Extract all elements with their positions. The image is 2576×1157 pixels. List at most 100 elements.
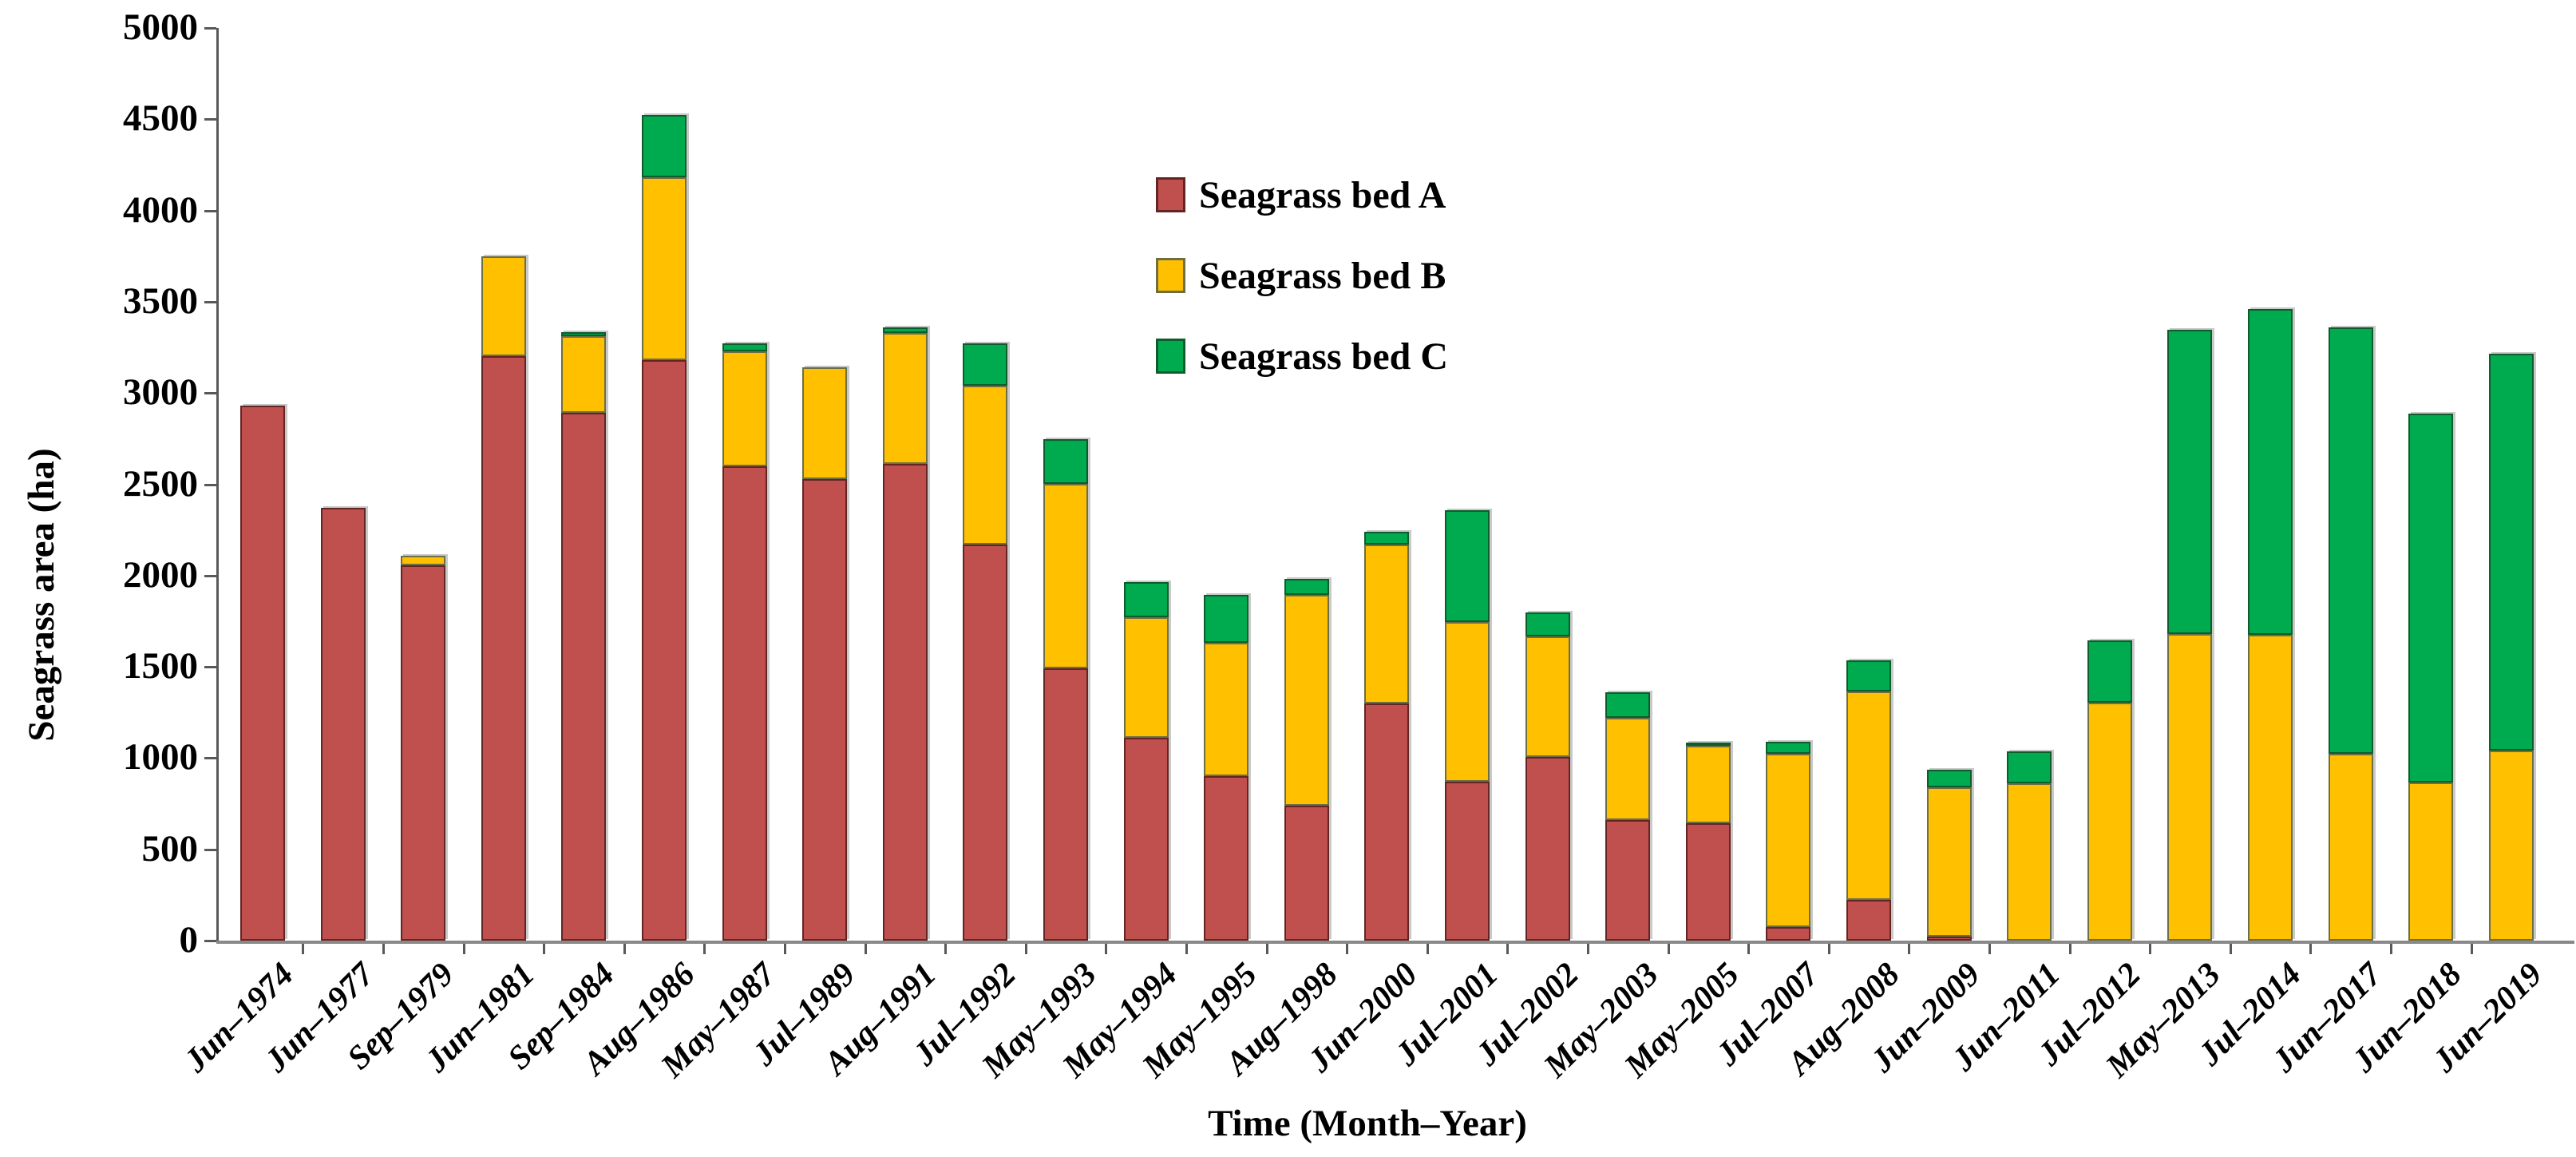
bar-segment-seagrass-bed-a xyxy=(1605,820,1651,941)
bar-segment-seagrass-bed-b xyxy=(2167,633,2213,941)
y-tick-label: 500 xyxy=(141,827,199,870)
legend-label-bed-c: Seagrass bed C xyxy=(1199,335,1449,378)
bar-segment-seagrass-bed-a xyxy=(401,565,446,941)
bar-segment-seagrass-bed-a xyxy=(802,478,848,941)
bar-segment-seagrass-bed-b xyxy=(1926,787,1972,937)
bar-Jun-2017 xyxy=(2328,327,2373,941)
bar-segment-seagrass-bed-c xyxy=(1926,770,1972,787)
y-axis-tick xyxy=(204,666,216,669)
x-axis-tick xyxy=(1024,944,1027,954)
bar-segment-seagrass-bed-c xyxy=(1284,579,1329,595)
x-axis-tick xyxy=(1105,944,1108,954)
bar-segment-seagrass-bed-c xyxy=(1846,660,1891,691)
bar-segment-seagrass-bed-c xyxy=(2408,414,2454,783)
bar-segment-seagrass-bed-a xyxy=(1364,703,1410,941)
bar-segment-seagrass-bed-b xyxy=(802,367,848,479)
bar-May-1987 xyxy=(722,343,767,941)
legend-item-bed-b: Seagrass bed B xyxy=(1156,250,1448,301)
x-axis-tick xyxy=(2068,944,2071,954)
legend-swatch-bed-c xyxy=(1156,339,1185,374)
y-tick-label: 4000 xyxy=(123,188,198,231)
bar-Aug-1986 xyxy=(642,114,687,941)
bar-segment-seagrass-bed-a xyxy=(1766,926,1811,941)
y-tick-label: 1500 xyxy=(123,645,198,687)
x-axis-title: Time (Month–Year) xyxy=(1208,1103,1527,1144)
x-axis-tick xyxy=(1908,944,1911,954)
bar-segment-seagrass-bed-b xyxy=(2007,783,2052,941)
bar-segment-seagrass-bed-c xyxy=(722,343,767,351)
legend-swatch-bed-b xyxy=(1156,258,1185,293)
bar-segment-seagrass-bed-b xyxy=(1685,745,1731,823)
bar-segment-seagrass-bed-b xyxy=(963,386,1008,545)
x-axis-tick xyxy=(864,944,867,954)
x-axis-tick xyxy=(783,944,786,954)
bar-segment-seagrass-bed-b xyxy=(1364,544,1410,703)
bar-segment-seagrass-bed-b xyxy=(1525,636,1570,758)
bar-segment-seagrass-bed-b xyxy=(2248,635,2293,941)
bar-segment-seagrass-bed-b xyxy=(1605,718,1651,821)
bar-segment-seagrass-bed-b xyxy=(1445,622,1490,783)
bar-segment-seagrass-bed-a xyxy=(481,356,526,941)
bar-Jun-1974 xyxy=(240,406,285,941)
bar-segment-seagrass-bed-b xyxy=(2087,702,2132,941)
y-tick-label: 2500 xyxy=(123,462,198,505)
y-tick-label: 3500 xyxy=(123,279,198,322)
bar-segment-seagrass-bed-c xyxy=(1766,741,1811,754)
bar-segment-seagrass-bed-a xyxy=(1123,738,1169,941)
x-axis-tick xyxy=(302,944,305,954)
x-axis-tick xyxy=(1586,944,1589,954)
bar-segment-seagrass-bed-c xyxy=(1043,439,1088,485)
bar-segment-seagrass-bed-a xyxy=(1284,805,1329,941)
bar-segment-seagrass-bed-a xyxy=(1204,776,1249,941)
bar-May-1993 xyxy=(1043,439,1088,941)
y-axis-tick xyxy=(204,757,216,760)
x-axis-tick xyxy=(462,944,465,954)
y-tick-label: 3000 xyxy=(123,371,198,414)
bar-segment-seagrass-bed-a xyxy=(1043,668,1088,941)
bar-Jul-2012 xyxy=(2087,640,2132,941)
y-tick-label: 5000 xyxy=(123,6,198,48)
bar-segment-seagrass-bed-a xyxy=(561,413,607,941)
legend: Seagrass bed A Seagrass bed B Seagrass b… xyxy=(1156,169,1448,411)
bar-segment-seagrass-bed-b xyxy=(1043,484,1088,669)
bar-segment-seagrass-bed-c xyxy=(1445,509,1490,623)
x-axis-tick xyxy=(703,944,706,954)
bar-Jun-2011 xyxy=(2007,751,2052,941)
x-axis-tick xyxy=(1747,944,1751,954)
x-axis-tick xyxy=(2470,944,2473,954)
bar-Jul-2001 xyxy=(1445,509,1490,941)
x-axis-tick xyxy=(1506,944,1510,954)
y-axis-tick xyxy=(204,574,216,577)
bar-Jul-2014 xyxy=(2248,309,2293,941)
legend-label-bed-a: Seagrass bed A xyxy=(1199,173,1446,216)
bar-segment-seagrass-bed-b xyxy=(2488,751,2534,941)
x-axis-tick xyxy=(1827,944,1830,954)
bar-Sep-1979 xyxy=(401,555,446,941)
bar-segment-seagrass-bed-b xyxy=(2408,783,2454,941)
bar-segment-seagrass-bed-b xyxy=(642,177,687,361)
bar-Sep-1984 xyxy=(561,331,607,941)
bar-segment-seagrass-bed-c xyxy=(1525,612,1570,637)
bar-May-1995 xyxy=(1204,594,1249,941)
y-tick-label: 2000 xyxy=(123,553,198,596)
bar-segment-seagrass-bed-b xyxy=(882,332,928,465)
bar-segment-seagrass-bed-c xyxy=(882,327,928,333)
bar-segment-seagrass-bed-c xyxy=(2007,751,2052,784)
bar-Jun-2000 xyxy=(1364,531,1410,941)
y-axis-tick xyxy=(204,392,216,395)
bar-Jun-2009 xyxy=(1926,770,1972,941)
legend-swatch-bed-a xyxy=(1156,177,1185,212)
bar-segment-seagrass-bed-b xyxy=(722,351,767,466)
bar-segment-seagrass-bed-a xyxy=(642,360,687,941)
bar-segment-seagrass-bed-c xyxy=(561,331,607,337)
bar-May-2003 xyxy=(1605,692,1651,941)
bar-segment-seagrass-bed-b xyxy=(481,256,526,357)
x-axis-tick xyxy=(944,944,948,954)
bar-segment-seagrass-bed-c xyxy=(642,114,687,178)
bar-segment-seagrass-bed-c xyxy=(2488,354,2534,751)
bar-segment-seagrass-bed-c xyxy=(1685,742,1731,746)
x-axis-tick xyxy=(2149,944,2152,954)
bar-Aug-1991 xyxy=(882,327,928,941)
bar-segment-seagrass-bed-b xyxy=(1846,691,1891,900)
bar-May-2013 xyxy=(2167,330,2213,941)
